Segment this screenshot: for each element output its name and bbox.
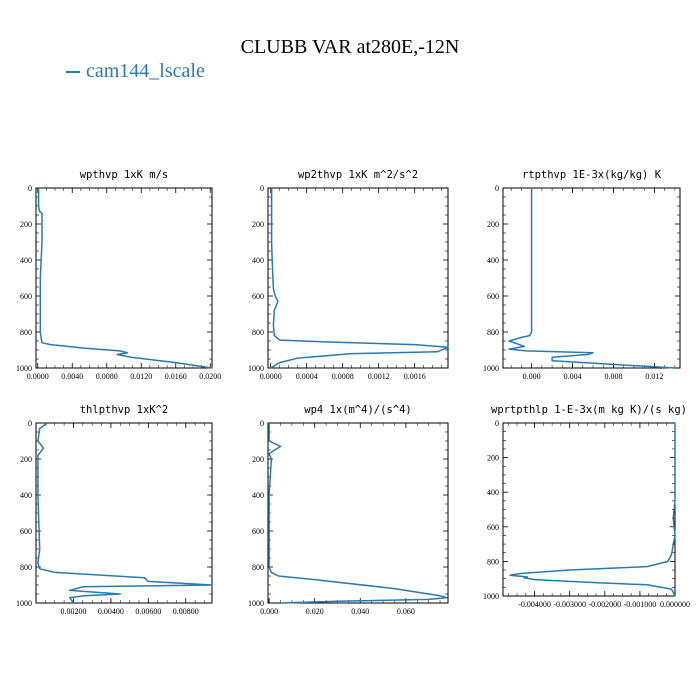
y-tick-label: 200 (487, 454, 499, 463)
y-tick-label: 600 (487, 292, 499, 301)
page-title: CLUBB VAR at280E,-12N (240, 36, 460, 58)
y-tick-label: 1000 (483, 364, 499, 373)
y-tick-label: 1000 (248, 599, 264, 608)
x-tick-label: 0.00200 (60, 607, 86, 616)
panel-title: wp2thvp 1xK m^2/s^2 (298, 169, 418, 181)
x-tick-label: 0.008 (604, 372, 622, 381)
y-tick-label: 600 (487, 523, 499, 532)
y-tick-label: 1000 (16, 599, 32, 608)
y-tick-label: 800 (252, 328, 264, 337)
x-tick-label: 0.004 (564, 372, 582, 381)
y-tick-label: 400 (252, 256, 264, 265)
x-tick-label: 0.0012 (368, 372, 390, 381)
panel-3: rtpthvp 1E-3x(kg/kg) K 0 200 400 600 800 1000 0… (483, 169, 681, 381)
series-line-cam144_lscale (37, 188, 213, 369)
x-tick-label: 0.012 (645, 372, 663, 381)
y-tick-label: 400 (252, 491, 264, 500)
plot-frame (502, 422, 676, 597)
series-line-cam144_lscale (37, 422, 213, 604)
y-tick-label: 1000 (16, 364, 32, 373)
y-tick-label: 600 (20, 527, 32, 536)
x-tick-label: 0.0200 (199, 372, 221, 381)
y-tick-label: 800 (487, 328, 499, 337)
plot-frame (267, 422, 449, 604)
y-tick-label: 200 (20, 455, 32, 464)
y-tick-label: 800 (20, 328, 32, 337)
panel-2: wp2thvp 1xK m^2/s^2020040060080010000.00… (248, 169, 449, 381)
x-tick-label: 0.0000 (27, 372, 49, 381)
panel-title: thlpthvp 1xK^2 (80, 404, 169, 416)
y-tick-label: 200 (487, 220, 499, 229)
legend-label: cam144_lscale (86, 60, 205, 82)
y-tick-label: 0 (495, 184, 499, 193)
series-line-cam144_lscale (268, 423, 448, 604)
y-tick-label: 800 (487, 557, 499, 566)
x-tick-label: 0.00800 (173, 607, 199, 616)
series-line-cam144_lscale (508, 188, 675, 369)
y-tick-label: 0 (28, 184, 32, 193)
x-tick-label: 0.060 (397, 607, 415, 616)
y-tick-label: 0 (260, 419, 264, 428)
x-tick-label: 0.00600 (135, 607, 161, 616)
x-tick-label: 0.040 (351, 607, 369, 616)
x-tick-label: 0.0040 (61, 372, 83, 381)
panel-title: wp4 1x(m^4)/(s^4) (304, 404, 411, 416)
panel-title: wprtpthlp 1-E-3x(m kg K)/(s kg) (491, 404, 687, 416)
y-tick-label: 600 (20, 292, 32, 301)
y-tick-label: 400 (487, 488, 499, 497)
x-tick-label: -0.003000 (553, 600, 586, 609)
y-tick-label: 200 (20, 220, 32, 229)
panel-title: wpthvp 1xK m/s (80, 169, 169, 181)
y-tick-label: 0 (260, 184, 264, 193)
y-tick-label: 1000 (483, 592, 499, 601)
x-tick-label: -0.001000 (624, 600, 657, 609)
y-tick-label: 1000 (248, 364, 264, 373)
panel-6: wprtpthlp 1-E-3x(m kg K)/(s kg) 0 200 400 60… (483, 404, 690, 609)
y-tick-label: 200 (252, 455, 264, 464)
x-tick-label: -0.002000 (588, 600, 621, 609)
plot-frame (35, 187, 213, 369)
x-tick-label: 0.0004 (296, 372, 318, 381)
series-line-cam144_lscale (509, 423, 676, 597)
y-tick-label: 600 (252, 527, 264, 536)
y-tick-label: 0 (28, 419, 32, 428)
x-tick-label: 0.020 (306, 607, 324, 616)
y-tick-label: 800 (252, 563, 264, 572)
y-tick-label: 400 (487, 256, 499, 265)
x-tick-label: 0.00400 (98, 607, 124, 616)
y-tick-label: 400 (20, 491, 32, 500)
x-tick-label: 0.0000 (260, 372, 282, 381)
x-tick-label: 0.0160 (165, 372, 187, 381)
y-tick-label: 0 (495, 419, 499, 428)
x-tick-label: 0.000000 (660, 600, 690, 609)
panel-title: rtpthvp 1E-3x(kg/kg) K (522, 169, 662, 181)
legend: cam144_lscale (66, 60, 205, 83)
series-line-cam144_lscale (270, 188, 449, 369)
panel-4: thlpthvp 1xK^2 0 200 400 600 800 1000 0.00200 0.… (16, 404, 213, 616)
x-tick-label: 0.000 (523, 372, 541, 381)
legend-line-swatch (66, 71, 80, 74)
x-tick-label: 0.0008 (332, 372, 354, 381)
plot-frame (502, 187, 681, 369)
y-tick-label: 800 (20, 563, 32, 572)
x-tick-label: 0.0016 (404, 372, 426, 381)
y-tick-label: 200 (252, 220, 264, 229)
y-tick-label: 400 (20, 256, 32, 265)
x-tick-label: -0.004000 (518, 600, 551, 609)
x-tick-label: 0.0120 (130, 372, 152, 381)
y-tick-label: 600 (252, 292, 264, 301)
x-tick-label: 0.000 (260, 607, 278, 616)
x-tick-label: 0.0080 (96, 372, 118, 381)
